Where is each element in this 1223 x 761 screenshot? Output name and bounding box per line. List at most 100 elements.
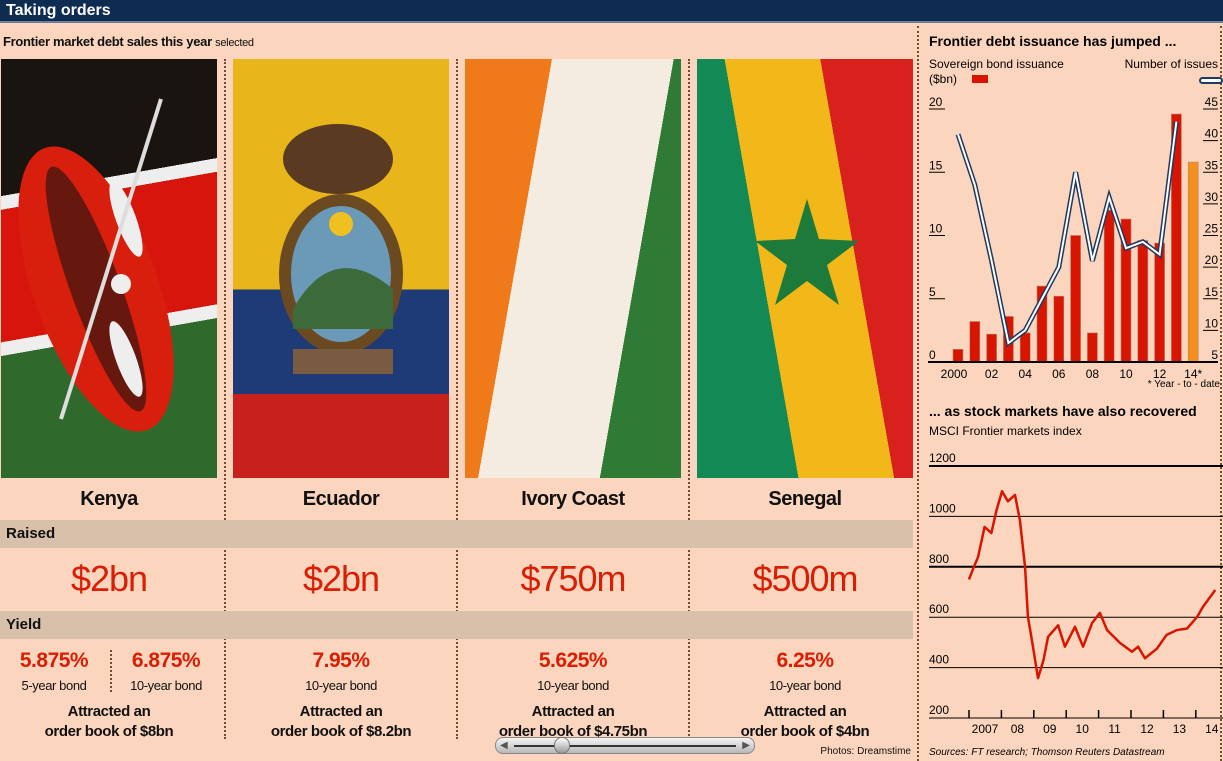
- bond-term: 10-year bond: [130, 678, 202, 693]
- panel-divider: [1220, 26, 1222, 761]
- scroll-left-arrow-icon[interactable]: ◀: [500, 740, 508, 751]
- raised-amount: $2bn: [70, 558, 148, 599]
- order-line: Attracted an: [67, 703, 151, 720]
- bar-04: [1019, 332, 1031, 363]
- page-title: Taking orders: [6, 2, 111, 19]
- debt-issuance-chart: Frontier debt issuance has jumped ... So…: [928, 33, 1223, 390]
- x-tick-label: 04: [1019, 367, 1033, 381]
- chart-title: Frontier debt issuance has jumped ...: [929, 33, 1176, 49]
- y-tick-label-right: 25: [1205, 222, 1219, 236]
- sources-note: Sources: FT research; Thomson Reuters Da…: [929, 747, 1165, 758]
- y-tick-label: 600: [929, 602, 949, 616]
- x-tick-label: 02: [985, 367, 999, 381]
- subtitle-small: selected: [215, 37, 254, 49]
- bond-term: 10-year bond: [769, 678, 841, 693]
- order-book: Attracted an order book of $4bn: [697, 702, 913, 742]
- subtitle-main: Frontier market debt sales this year: [3, 34, 212, 49]
- header-bar: Taking orders: [0, 0, 1223, 23]
- left-axis-label: Sovereign bond issuance: [929, 57, 1064, 71]
- x-tick-label: 2000: [941, 367, 968, 381]
- raised-band: Raised: [0, 520, 913, 548]
- raised-amount: $750m: [520, 558, 626, 599]
- chart-footnote: * Year - to - date: [1148, 379, 1221, 390]
- x-tick-label: 14: [1205, 722, 1219, 736]
- left-axis-label-unit: ($bn): [929, 72, 957, 86]
- bar-2000: [952, 349, 964, 363]
- y-tick-label: 800: [929, 552, 949, 566]
- subtitle: Frontier market debt sales this year sel…: [3, 34, 254, 49]
- photos-credit: Photos: Dreamstime: [820, 746, 911, 757]
- y-tick-label-right: 15: [1205, 285, 1219, 299]
- kenya-flag-image: [1, 59, 217, 478]
- country-name: Senegal: [768, 488, 842, 510]
- order-book: Attracted an order book of $8bn: [1, 702, 217, 742]
- senegal-flag-image: [697, 59, 913, 478]
- y-tick-label-right: 5: [1211, 348, 1218, 362]
- bar-11: [1137, 240, 1149, 363]
- horizontal-scrollbar[interactable]: ◀ ▶: [495, 737, 755, 754]
- y-tick-label-right: 20: [1205, 253, 1219, 267]
- scroll-track[interactable]: [514, 745, 736, 747]
- y-tick-label-left: 0: [929, 348, 936, 362]
- x-tick-label: 06: [1052, 367, 1066, 381]
- raised-amount: $2bn: [302, 558, 380, 599]
- bar-08: [1087, 332, 1098, 363]
- x-tick-label: 11: [1108, 722, 1121, 736]
- chart-title: ... as stock markets have also recovered: [929, 403, 1197, 419]
- bar-12: [1154, 242, 1165, 363]
- bar-06: [1053, 295, 1065, 363]
- scroll-thumb[interactable]: [554, 737, 570, 754]
- raised-amount: $500m: [752, 558, 858, 599]
- bar-09: [1103, 209, 1115, 363]
- order-line: order book of $4.75bn: [498, 723, 648, 740]
- x-tick-label: 12: [1153, 367, 1167, 381]
- order-line: order book of $8.2bn: [270, 723, 412, 740]
- x-tick-label: 14*: [1184, 367, 1202, 381]
- legend-bar-swatch: [972, 75, 988, 83]
- bond-term: 10-year bond: [537, 678, 609, 693]
- y-tick-label: 200: [929, 703, 949, 717]
- yield-rate: 7.95%: [312, 649, 370, 672]
- y-tick-label-left: 5: [929, 285, 936, 299]
- y-tick-label-left: 10: [929, 222, 943, 236]
- index-line: [967, 489, 1217, 680]
- ecuador-flag-image: [233, 59, 449, 478]
- yield-rate: 5.625%: [538, 649, 608, 672]
- yield-divider: [110, 650, 112, 692]
- y-tick-label-right: 45: [1205, 95, 1219, 109]
- y-tick-label: 1200: [929, 451, 956, 465]
- chart-subtitle: MSCI Frontier markets index: [929, 424, 1082, 438]
- right-axis-label: Number of issues: [1125, 57, 1218, 71]
- column-divider: [456, 59, 458, 739]
- column-divider: [224, 59, 226, 739]
- y-tick-label-left: 15: [929, 158, 943, 172]
- bond-term: 10-year bond: [305, 678, 377, 693]
- panel-divider: [917, 26, 919, 761]
- bar-07: [1070, 235, 1081, 363]
- bar-14*: [1187, 161, 1199, 363]
- issues-line: [957, 121, 1178, 345]
- x-tick-label: 08: [1086, 367, 1100, 381]
- bar-02: [986, 333, 997, 363]
- yield-rate: 6.875%: [131, 649, 201, 672]
- x-tick-label: 10: [1119, 367, 1133, 381]
- yield-rate: 5.875%: [19, 649, 89, 672]
- country-name: Ivory Coast: [521, 488, 625, 510]
- yield-label: Yield: [6, 616, 42, 633]
- country-name: Ecuador: [302, 488, 380, 510]
- y-tick-label-right: 10: [1205, 316, 1219, 330]
- column-divider: [688, 59, 690, 739]
- x-tick-label: 08: [1011, 722, 1025, 736]
- y-tick-label: 1000: [929, 501, 956, 515]
- order-line: order book of $4bn: [740, 723, 870, 740]
- x-tick-label: 13: [1173, 722, 1187, 736]
- yield-rate: 6.25%: [776, 649, 834, 672]
- x-tick-label: 10: [1076, 722, 1090, 736]
- yield-band: Yield: [0, 611, 913, 639]
- order-line: Attracted an: [763, 703, 847, 720]
- order-line: Attracted an: [299, 703, 383, 720]
- scroll-right-arrow-icon[interactable]: ▶: [742, 740, 750, 751]
- y-tick-label-right: 30: [1205, 190, 1219, 204]
- bar-01: [969, 321, 981, 363]
- country-name: Kenya: [80, 488, 138, 510]
